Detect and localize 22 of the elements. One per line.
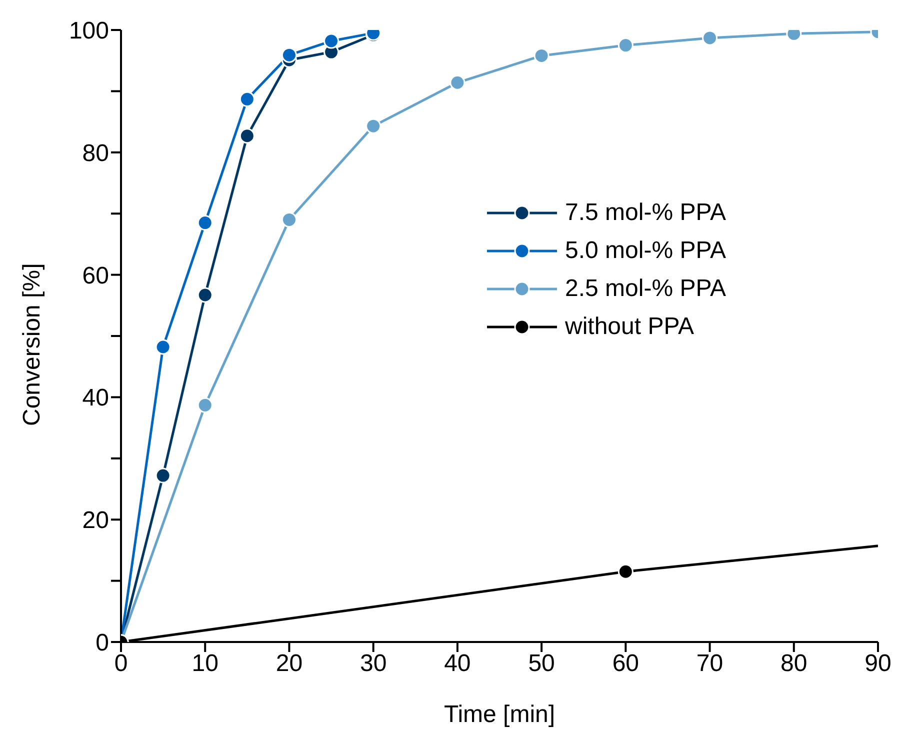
x-tick-label: 10	[192, 650, 218, 678]
legend-label: 5.0 mol-% PPA	[565, 237, 726, 265]
y-tick-label: 80	[82, 140, 109, 167]
x-axis-title: Time [min]	[444, 701, 556, 728]
y-tick-label: 60	[82, 262, 109, 290]
x-tick-label: 60	[612, 650, 640, 678]
y-tick-label: 20	[82, 507, 109, 534]
y-axis-title: Conversion [%]	[18, 263, 46, 426]
x-tick-label: 30	[360, 650, 387, 678]
x-tick-label: 0	[114, 650, 128, 678]
y-tick-label: 100	[68, 18, 109, 45]
y-tick-label: 0	[96, 630, 109, 657]
x-tick-label: 40	[444, 650, 471, 678]
x-tick-label: 20	[276, 650, 303, 678]
legend-label: 2.5 mol-% PPA	[565, 275, 726, 303]
legend-label: 7.5 mol-% PPA	[565, 199, 726, 227]
x-tick-label: 50	[528, 650, 555, 678]
x-tick-label: 70	[696, 650, 724, 678]
y-tick-label: 40	[82, 384, 109, 412]
legend-label: without PPA	[565, 313, 694, 341]
x-tick-label: 90	[864, 650, 892, 678]
x-tick-label: 80	[780, 650, 808, 678]
